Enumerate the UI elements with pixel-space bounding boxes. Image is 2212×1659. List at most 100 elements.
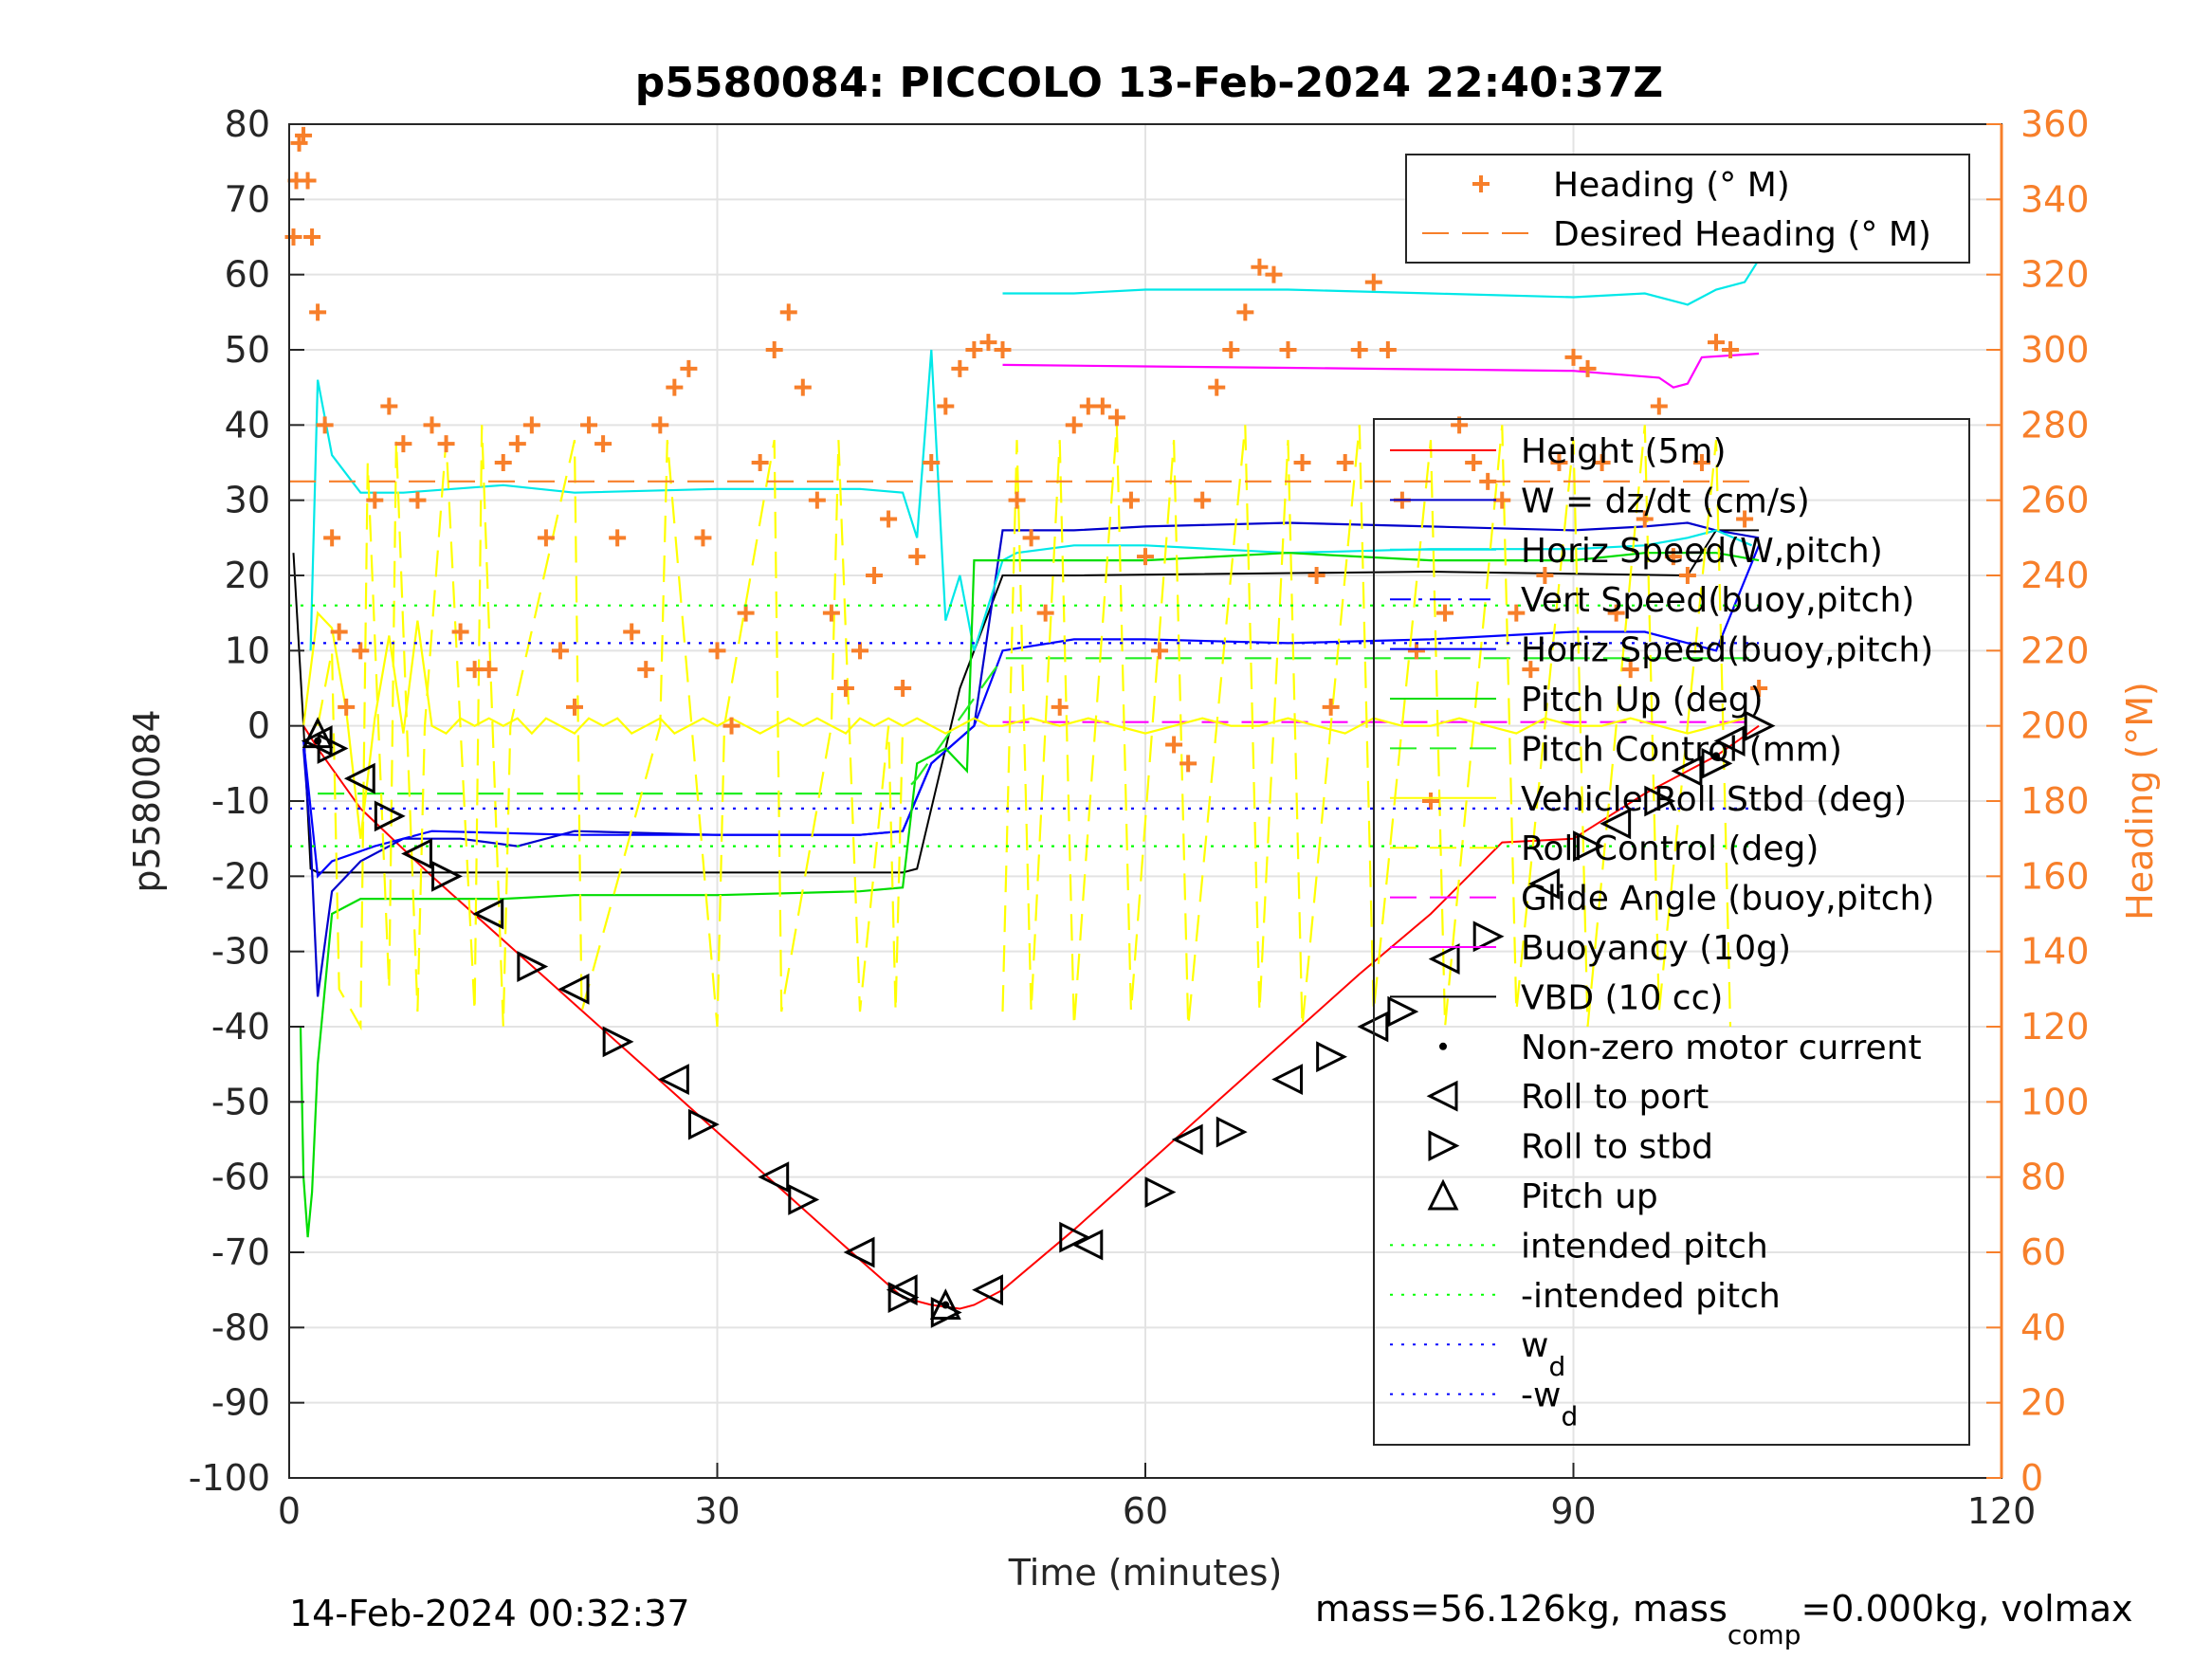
- legend-label-text: Vehicle Roll Stbd (deg): [1521, 780, 1907, 819]
- roll-stbd-marker: [1573, 830, 1604, 863]
- heading-point: [1536, 567, 1554, 584]
- heading-point: [580, 416, 598, 434]
- legend-label-text: W = dz/dt (cm/s): [1521, 482, 1810, 520]
- y2-tick-label: 120: [2020, 1006, 2090, 1048]
- heading-point: [722, 717, 740, 735]
- series-layer: [284, 126, 1768, 1310]
- roll-port-marker: [472, 898, 504, 930]
- roll-stbd-marker: [517, 951, 549, 982]
- y-tick-label: -90: [211, 1382, 270, 1424]
- axes: 0 30 60 90 120-100-90-80-70-60-50-40-30-20-1…: [189, 103, 2090, 1532]
- heading-point: [1279, 341, 1297, 358]
- heading-point: [1692, 454, 1710, 471]
- x-tick-label: 30: [694, 1490, 740, 1532]
- legend-swatch-dot: [1439, 1042, 1447, 1050]
- heading-point: [651, 416, 669, 434]
- heading-point: [1179, 755, 1197, 773]
- heading-point: [1065, 416, 1083, 434]
- roll-stbd-marker: [374, 800, 406, 832]
- heading-point: [480, 661, 498, 679]
- legend-label-text: Roll Control (deg): [1521, 830, 1819, 868]
- heading-point: [1107, 409, 1125, 427]
- heading-point: [1664, 548, 1682, 566]
- roll-stbd-marker: [1644, 785, 1676, 817]
- heading-point: [609, 529, 627, 547]
- legend-main-label: Pitch Up (deg): [1521, 681, 1764, 720]
- series-roll: [302, 611, 1746, 839]
- roll-port-marker: [758, 1161, 790, 1194]
- legend-swatch-triangle: [1427, 1178, 1459, 1211]
- y2-tick-label: 300: [2020, 329, 2090, 371]
- legend-heading-swatch: [1472, 175, 1490, 192]
- legend-main-label: Horiz Speed(W,pitch): [1521, 532, 1883, 571]
- legend-label-text: Glide Angle (buoy,pitch): [1521, 880, 1934, 919]
- y2-tick-label: 0: [2020, 1457, 2043, 1499]
- legend-top-box: [1405, 154, 1970, 264]
- heading-point: [1750, 680, 1768, 697]
- heading-point: [808, 491, 826, 509]
- legend-heading: Heading (° M) Desired Heading (° M): [1405, 154, 1970, 264]
- legend-main-label: Pitch Control (mm): [1521, 730, 1842, 769]
- roll-port-marker: [843, 1236, 875, 1268]
- heading-point: [637, 661, 655, 679]
- roll-stbd-marker: [1744, 710, 1776, 742]
- heading-point: [1422, 793, 1439, 810]
- heading-point: [1093, 397, 1111, 415]
- heading-point: [937, 397, 955, 415]
- heading-point: [1137, 548, 1154, 566]
- heading-point: [923, 454, 941, 471]
- heading-point: [951, 359, 969, 377]
- legend-main-label: VBD (10 cc): [1521, 978, 1723, 1017]
- y2-tick-label: 160: [2020, 855, 2090, 897]
- y2-tick-label: 60: [2020, 1231, 2066, 1273]
- legend-main-label: W = dz/dt (cm/s): [1521, 482, 1810, 520]
- footer-mass-sub: comp: [1728, 1619, 1801, 1650]
- legend-main: Height (5m) W = dz/dt (cm/s) Horiz Speed(W…: [1373, 418, 1970, 1446]
- y2-tick-label: 40: [2020, 1306, 2066, 1348]
- heading-point: [779, 303, 797, 321]
- roll-port-marker: [657, 1064, 689, 1095]
- roll-stbd-marker: [1316, 1041, 1348, 1073]
- heading-point: [1236, 303, 1254, 321]
- roll-stbd-marker: [1144, 1176, 1177, 1208]
- heading-point: [1465, 454, 1483, 471]
- legend-swatch-triangle: [1426, 1080, 1458, 1112]
- heading-point: [1336, 454, 1354, 471]
- roll-stbd-marker: [1387, 995, 1419, 1028]
- heading-point: [423, 416, 441, 434]
- y2-tick-label: 360: [2020, 103, 2090, 145]
- legend-swatch-triangle: [1428, 1130, 1460, 1162]
- heading-point: [1678, 567, 1696, 584]
- heading-point: [466, 661, 484, 679]
- heading-point: [1222, 341, 1240, 358]
- heading-point: [1621, 661, 1639, 679]
- legend-top-label: Desired Heading (° M): [1553, 215, 1931, 254]
- legend-main-label: -intended pitch: [1521, 1277, 1781, 1316]
- heading-point: [623, 623, 641, 641]
- legend-label-text: Non-zero motor current: [1521, 1029, 1922, 1067]
- legend-main-label: Vehicle Roll Stbd (deg): [1521, 780, 1907, 819]
- heading-point: [1265, 265, 1283, 283]
- legend-main-label: Non-zero motor current: [1521, 1029, 1922, 1067]
- roll-stbd-marker: [317, 733, 349, 764]
- roll-port-marker: [558, 973, 590, 1005]
- heading-point: [338, 698, 356, 716]
- y-tick-label: -80: [211, 1306, 270, 1348]
- heading-point: [299, 172, 317, 190]
- heading-point: [394, 435, 412, 453]
- x-tick-label: 0: [278, 1490, 301, 1532]
- series-horiz-w-up: [1002, 259, 1761, 306]
- y2-tick-label: 320: [2020, 254, 2090, 296]
- heading-point: [1736, 510, 1754, 528]
- legend-main-label: -wd: [1521, 1376, 1578, 1432]
- y-tick-label: 0: [247, 705, 270, 747]
- marker-layer: [301, 710, 1776, 1328]
- heading-point: [794, 378, 812, 396]
- heading-point: [451, 623, 469, 641]
- heading-point: [409, 491, 427, 509]
- heading-point: [352, 642, 370, 660]
- y-tick-label: -40: [211, 1006, 270, 1048]
- y2-tick-label: 180: [2020, 780, 2090, 822]
- y-tick-label: 40: [225, 404, 270, 446]
- legend-label-text: Horiz Speed(W,pitch): [1521, 532, 1883, 571]
